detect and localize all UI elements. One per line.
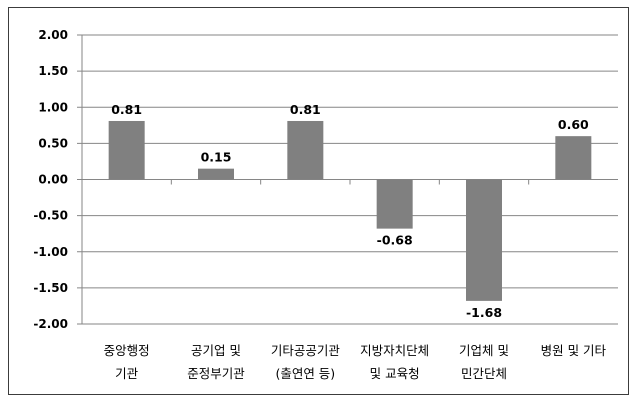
x-category-label: 중앙행정 xyxy=(104,343,150,358)
y-tick-label: -1.50 xyxy=(33,281,68,295)
data-label: -1.68 xyxy=(466,305,502,320)
x-category-label: 민간단체 xyxy=(461,366,507,381)
chart-frame xyxy=(8,7,629,395)
x-category-label: 공기업 및 xyxy=(191,343,241,358)
data-label: 0.81 xyxy=(290,102,321,117)
data-label: 0.15 xyxy=(201,150,232,165)
x-category-label: 기업체 및 xyxy=(459,343,509,358)
x-category-label: 준정부기관 xyxy=(187,366,245,381)
bar xyxy=(555,136,592,180)
x-category-label: 및 교육청 xyxy=(370,366,420,381)
y-tick-label: 1.50 xyxy=(38,64,68,78)
x-category-label: 기관 xyxy=(115,366,139,381)
y-tick-label: 2.00 xyxy=(38,28,68,42)
x-category-label: 병원 및 기타 xyxy=(541,343,607,358)
data-label: 0.81 xyxy=(111,102,142,117)
x-category-label: (출연연 등) xyxy=(275,366,335,381)
x-category-label: 기타공공기관 xyxy=(271,343,341,358)
bar xyxy=(466,179,502,301)
data-label: -0.68 xyxy=(377,233,413,248)
bar xyxy=(287,120,324,180)
y-tick-label: 0.00 xyxy=(38,173,68,187)
y-tick-label: -1.00 xyxy=(33,245,68,259)
y-tick-label: -0.50 xyxy=(33,209,68,223)
x-category-label: 지방자치단체 xyxy=(360,343,429,358)
bar xyxy=(198,168,234,180)
data-label: 0.60 xyxy=(558,117,589,132)
bar xyxy=(376,179,413,229)
y-tick-label: 0.50 xyxy=(38,136,68,150)
y-tick-label: -2.00 xyxy=(33,317,68,331)
bar xyxy=(108,120,145,180)
y-tick-label: 1.00 xyxy=(38,100,68,114)
